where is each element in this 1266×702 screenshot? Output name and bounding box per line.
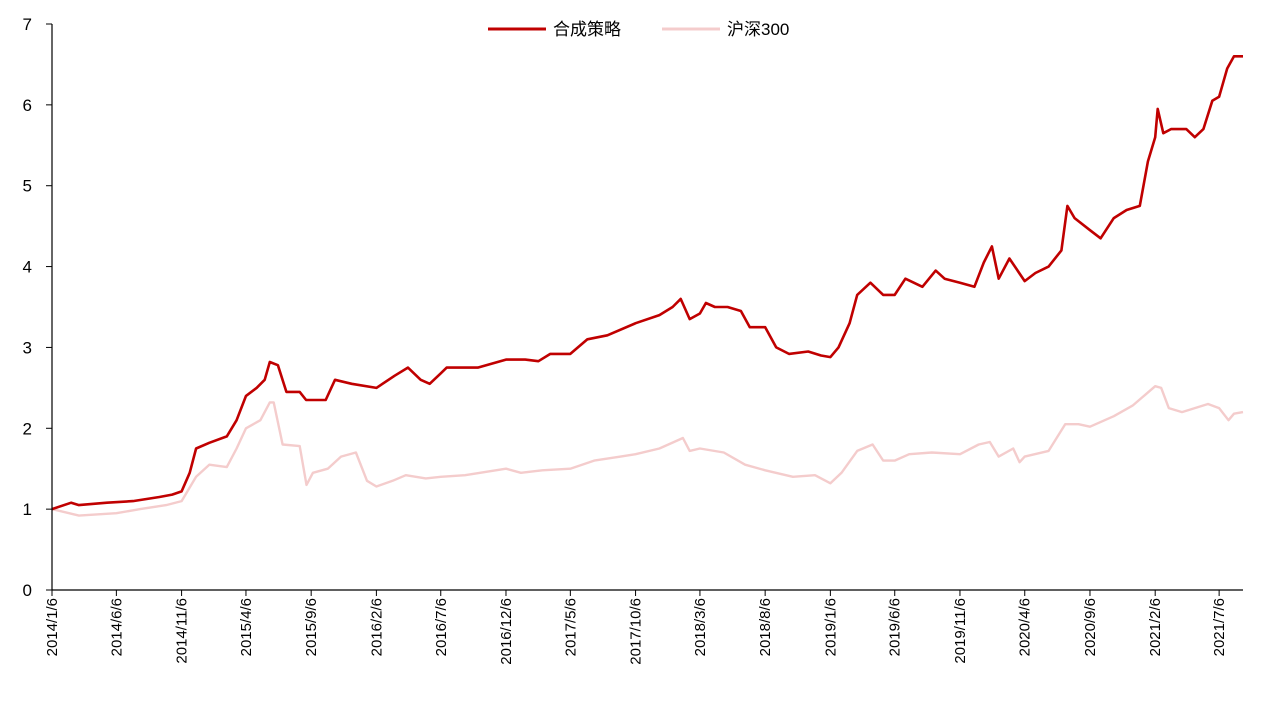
x-tick-label: 2014/1/6 bbox=[44, 598, 61, 656]
legend-label-strategy: 合成策略 bbox=[553, 20, 621, 39]
x-tick-label: 2014/11/6 bbox=[174, 598, 191, 664]
x-tick-label: 2019/6/6 bbox=[887, 598, 904, 656]
x-tick-label: 2019/11/6 bbox=[952, 598, 969, 664]
y-tick-label: 0 bbox=[23, 581, 32, 600]
x-tick-label: 2020/9/6 bbox=[1082, 598, 1099, 656]
x-tick-label: 2015/9/6 bbox=[303, 598, 320, 656]
x-tick-label: 2021/7/6 bbox=[1211, 598, 1228, 656]
y-tick-label: 2 bbox=[23, 419, 32, 438]
x-tick-label: 2021/2/6 bbox=[1147, 598, 1164, 656]
series-line-strategy bbox=[51, 54, 1243, 511]
x-tick-label: 2016/12/6 bbox=[498, 598, 515, 665]
x-tick-label: 2018/3/6 bbox=[692, 598, 709, 656]
x-tick-label: 2016/7/6 bbox=[433, 598, 450, 656]
x-tick-label: 2017/5/6 bbox=[562, 598, 579, 656]
x-tick-label: 2020/4/6 bbox=[1017, 598, 1034, 656]
x-tick-label: 2017/10/6 bbox=[628, 598, 645, 665]
x-tick-label: 2016/2/6 bbox=[368, 598, 385, 656]
y-tick-label: 5 bbox=[23, 177, 32, 196]
x-tick-label: 2014/6/6 bbox=[108, 598, 125, 656]
y-tick-label: 3 bbox=[23, 338, 32, 357]
series-layer bbox=[51, 54, 1244, 517]
y-tick-label: 1 bbox=[23, 500, 32, 519]
legend-label-csi300: 沪深300 bbox=[727, 20, 789, 39]
x-tick-label: 2015/4/6 bbox=[238, 598, 255, 656]
y-tick-label: 7 bbox=[23, 15, 32, 34]
x-tick-label: 2018/8/6 bbox=[757, 598, 774, 656]
legend: 合成策略 沪深300 bbox=[488, 20, 789, 39]
y-tick-label: 4 bbox=[23, 258, 32, 277]
series-line-csi300 bbox=[51, 385, 1244, 517]
x-tick-label: 2019/1/6 bbox=[822, 598, 839, 656]
axis-layer: 0 1 2 3 4 5 6 7 2014/1/6 2014/6/6 2014/11/6 2015/4/… bbox=[23, 15, 1243, 665]
y-tick-label: 6 bbox=[23, 96, 32, 115]
